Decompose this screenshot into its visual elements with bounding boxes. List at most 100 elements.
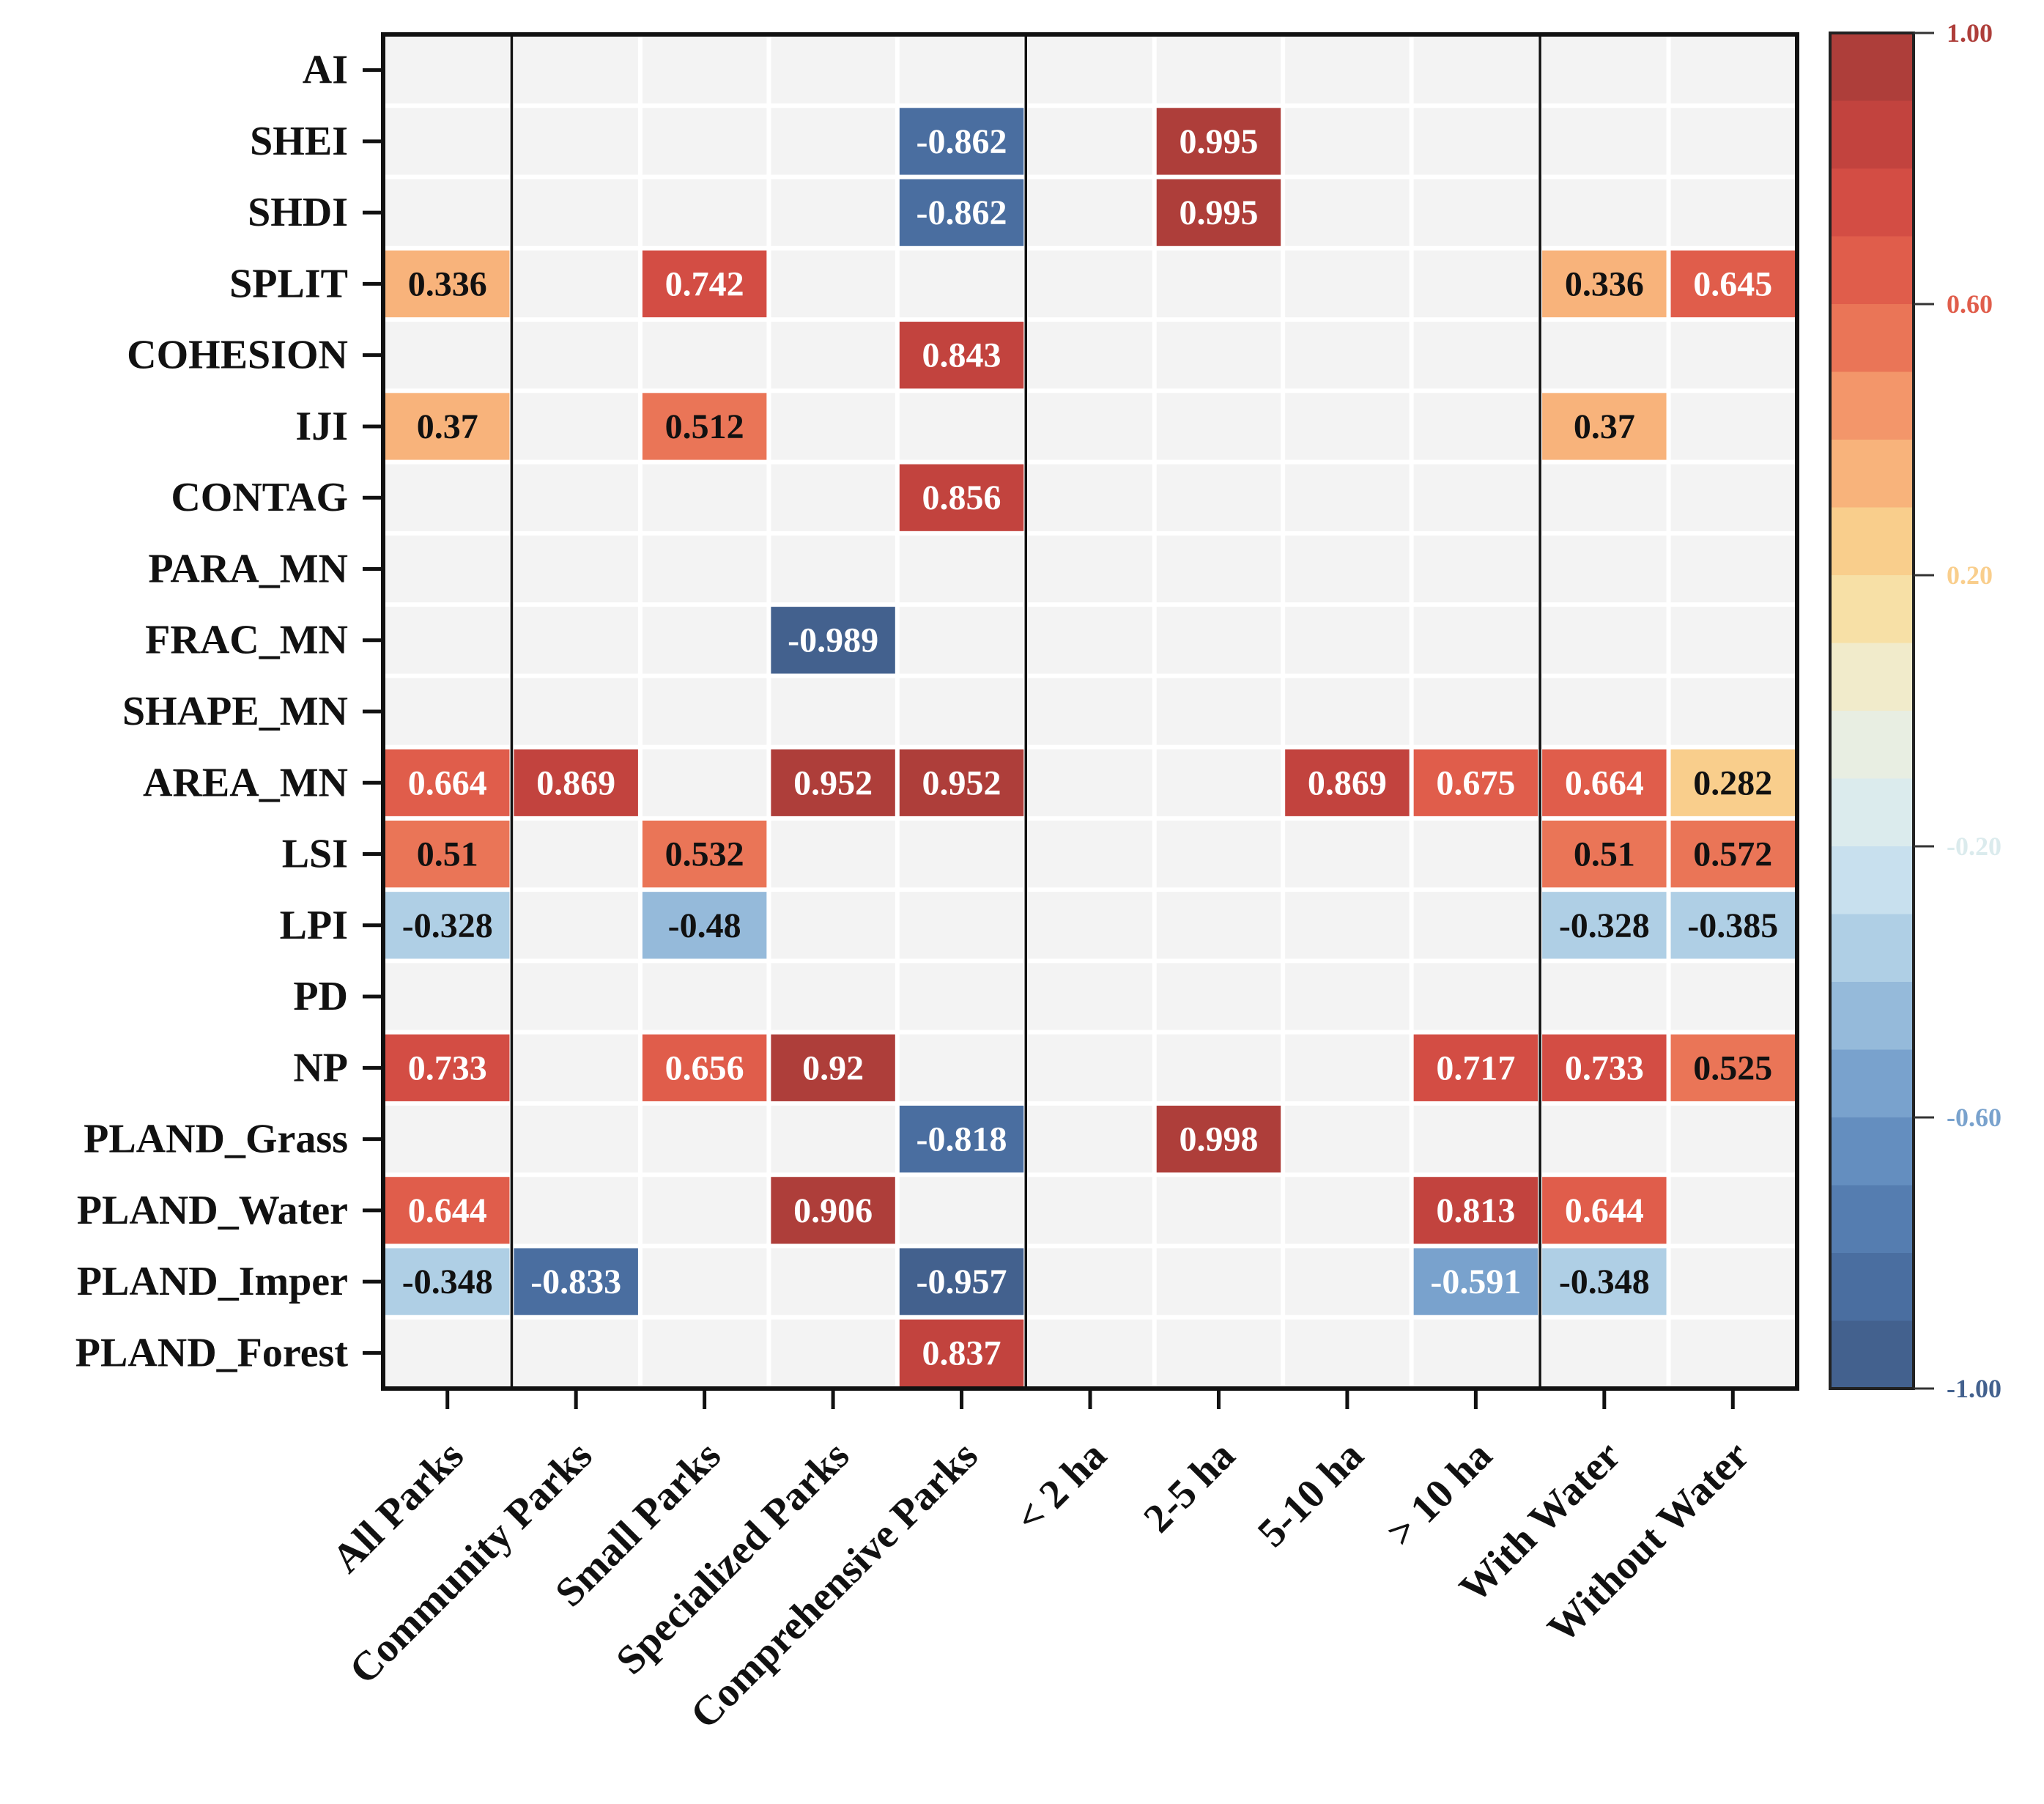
cell-value-label: -0.591 xyxy=(1430,1263,1521,1301)
x-tick-label: Community Parks xyxy=(341,1433,601,1693)
empty-cell xyxy=(899,678,1024,745)
empty-cell xyxy=(771,892,895,959)
empty-cell xyxy=(1028,678,1152,745)
group-dividers xyxy=(510,34,1541,1389)
heatmap-cell xyxy=(899,1319,1024,1386)
heatmap-cell xyxy=(899,1248,1024,1315)
empty-cell xyxy=(1542,607,1667,674)
empty-cell xyxy=(1413,607,1538,674)
cell-value-label: 0.952 xyxy=(793,764,873,802)
empty-cell xyxy=(1542,322,1667,389)
heatmap-cell xyxy=(385,1034,510,1101)
empty-cell xyxy=(385,464,510,531)
empty-cell xyxy=(771,37,895,104)
empty-cell xyxy=(642,678,767,745)
heatmap-cell xyxy=(1670,749,1795,816)
empty-cell xyxy=(642,1319,767,1386)
empty-cell xyxy=(1413,37,1538,104)
cell-value-label: 0.51 xyxy=(1574,835,1635,874)
empty-cell xyxy=(642,464,767,531)
cell-value-label: 0.92 xyxy=(802,1049,864,1087)
cell-value-label: 0.37 xyxy=(1574,407,1635,446)
empty-cell xyxy=(1156,464,1281,531)
empty-cell xyxy=(1670,963,1795,1030)
empty-cell xyxy=(1156,820,1281,888)
empty-cell xyxy=(642,108,767,175)
y-tick-label: PD xyxy=(293,974,348,1019)
heatmap-cell xyxy=(1670,1034,1795,1101)
cell-value-label: -0.328 xyxy=(402,906,493,945)
empty-cell xyxy=(642,1177,767,1244)
empty-cell xyxy=(514,37,638,104)
cell-value-label: -0.348 xyxy=(402,1263,493,1301)
y-tick-label: LSI xyxy=(282,832,348,877)
empty-cell xyxy=(1285,393,1410,460)
empty-cell xyxy=(771,678,895,745)
empty-cell xyxy=(514,179,638,246)
cell-value-label: 0.742 xyxy=(665,265,744,303)
colorbar: 1.00 0.60 0.20 -0.20 -0.60 -1.00 xyxy=(1829,18,2002,1403)
empty-cell xyxy=(1028,963,1152,1030)
cell-value-label: 0.952 xyxy=(922,764,1001,802)
heatmap-cell xyxy=(1670,820,1795,888)
heatmap-cell xyxy=(1156,1105,1281,1173)
y-axis: AI SHEI SHDI SPLIT COHESION IJI CONTAG PARA_MN F… xyxy=(75,48,383,1375)
empty-cell xyxy=(642,749,767,816)
empty-cell xyxy=(1156,37,1281,104)
empty-cell xyxy=(771,963,895,1030)
empty-cell xyxy=(1670,1177,1795,1244)
empty-cell xyxy=(1542,37,1667,104)
empty-cell xyxy=(1670,1105,1795,1173)
empty-cell xyxy=(1285,179,1410,246)
empty-cell xyxy=(1413,393,1538,460)
cell-value-label: 0.843 xyxy=(922,336,1001,375)
empty-cell xyxy=(1670,179,1795,246)
empty-cell xyxy=(899,250,1024,318)
colorbar-tick-label: 1.00 xyxy=(1947,18,1993,48)
empty-cell xyxy=(514,322,638,389)
heatmap-cell xyxy=(1542,250,1667,318)
cell-value-label: 0.282 xyxy=(1693,764,1772,802)
empty-cell xyxy=(1285,892,1410,959)
empty-cell xyxy=(1413,1319,1538,1386)
empty-cell xyxy=(385,322,510,389)
empty-cell xyxy=(899,892,1024,959)
empty-cell xyxy=(1413,820,1538,888)
empty-cell xyxy=(1413,1105,1538,1173)
empty-cell xyxy=(1670,1248,1795,1315)
empty-cell xyxy=(1285,1105,1410,1173)
empty-cell xyxy=(1285,535,1410,603)
empty-cell xyxy=(642,37,767,104)
empty-cell xyxy=(642,179,767,246)
colorbar-step xyxy=(1830,236,1914,305)
colorbar-step xyxy=(1830,304,1914,373)
heatmap-cell xyxy=(1413,1034,1538,1101)
empty-cell xyxy=(514,1034,638,1101)
y-tick-label: SHEI xyxy=(250,119,348,164)
empty-cell xyxy=(1542,464,1667,531)
heatmap-cell xyxy=(1156,179,1281,246)
empty-cell xyxy=(1285,607,1410,674)
colorbar-tick-label: 0.20 xyxy=(1947,561,1993,590)
empty-cell xyxy=(1028,393,1152,460)
empty-cell xyxy=(771,535,895,603)
heatmap-cell xyxy=(385,892,510,959)
cell-value-label: -0.862 xyxy=(917,193,1007,232)
heatmap-cell xyxy=(514,749,638,816)
empty-cell xyxy=(1156,678,1281,745)
empty-cell xyxy=(771,1105,895,1173)
empty-cell xyxy=(1285,1034,1410,1101)
y-tick-label: SHDI xyxy=(248,190,348,235)
empty-cell xyxy=(1413,892,1538,959)
empty-cell xyxy=(1156,607,1281,674)
y-tick-label: PLAND_Water xyxy=(77,1188,348,1233)
colorbar-step xyxy=(1830,507,1914,576)
cell-value-label: 0.733 xyxy=(408,1049,487,1087)
heatmap-cell xyxy=(642,1034,767,1101)
empty-cell xyxy=(1285,678,1410,745)
empty-cell xyxy=(514,963,638,1030)
empty-cell xyxy=(1670,322,1795,389)
cell-value-label: 0.656 xyxy=(665,1049,744,1087)
